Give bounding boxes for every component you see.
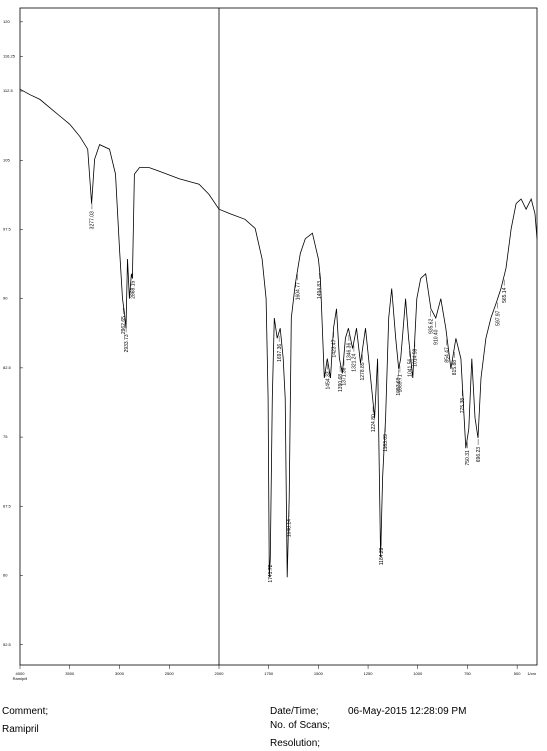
peak-label: 1089.71 bbox=[398, 374, 404, 392]
spectrum-line bbox=[19, 88, 538, 578]
x-tick-label: 1250 bbox=[364, 671, 374, 676]
x-tick-label: 750 bbox=[464, 671, 471, 676]
peak-label: 1163.09 bbox=[383, 434, 389, 452]
x-tick-label: 1750 bbox=[264, 671, 274, 676]
peak-label: 1604.77 bbox=[295, 282, 301, 300]
peak-label: 1278.85 bbox=[360, 362, 366, 380]
sample-label: Ramipril bbox=[13, 676, 28, 681]
peak-label: 935.62 bbox=[428, 318, 434, 334]
y-tick-label: 97.5 bbox=[3, 227, 12, 232]
plot-frame bbox=[19, 7, 538, 666]
peak-label: 1648.14 bbox=[287, 519, 293, 537]
x-tick-label: 1500 bbox=[314, 671, 324, 676]
peak-label: 1014.59 bbox=[413, 349, 419, 367]
y-tick-label: 67.5 bbox=[3, 503, 12, 508]
peak-label: 2868.15 bbox=[130, 281, 136, 299]
x-tick-label: 2500 bbox=[165, 671, 175, 676]
peak-label: 1390.68 bbox=[338, 374, 344, 392]
peak-label: 1741.72 bbox=[268, 564, 274, 582]
x-unit: 1/cm bbox=[527, 671, 536, 676]
comment: Ramipril bbox=[2, 724, 39, 735]
peak-label: 1184.29 bbox=[379, 547, 385, 565]
peak-label: 565.14 bbox=[502, 287, 508, 303]
y-tick-label: 90 bbox=[3, 296, 8, 301]
peak-label: 1346.36 bbox=[347, 343, 353, 361]
peak-label: 1423.47 bbox=[331, 339, 337, 357]
x-tick-label: 500 bbox=[514, 671, 521, 676]
y-tick-label: 120 bbox=[3, 19, 10, 24]
y-tick-label: 116.25 bbox=[3, 54, 16, 59]
peak-label: 750.31 bbox=[465, 450, 471, 466]
datetime: 06-May-2015 12:28:09 PM bbox=[348, 706, 467, 717]
peak-label: 910.40 bbox=[433, 329, 439, 345]
y-tick-label: 82.5 bbox=[3, 365, 12, 370]
resolution-label: Resolution; bbox=[270, 738, 321, 749]
y-tick-label: 75 bbox=[3, 434, 8, 439]
peak-label: 3277.03 bbox=[90, 211, 96, 229]
peak-label: 1494.83 bbox=[317, 281, 323, 299]
y-tick-label: 52.5 bbox=[3, 642, 12, 647]
y-tick-label: 60 bbox=[3, 573, 8, 578]
peak-label: 696.23 bbox=[476, 447, 482, 463]
scans-label: No. of Scans; bbox=[270, 720, 331, 731]
y-tick-label: 112.5 bbox=[3, 88, 13, 93]
peak-label: 1224.80 bbox=[371, 414, 377, 432]
peak-label: 1454.33 bbox=[325, 371, 331, 389]
x-tick-label: 4000 bbox=[16, 671, 26, 676]
x-tick-label: 3000 bbox=[115, 671, 125, 676]
peak-label: 815.88 bbox=[452, 360, 458, 376]
y-tick-label: 105 bbox=[3, 157, 10, 162]
datetime-label: Date/Time; bbox=[270, 706, 319, 717]
x-tick-label: 2000 bbox=[215, 671, 225, 676]
x-tick-label: 1000 bbox=[413, 671, 423, 676]
peak-label: 775.38 bbox=[460, 398, 466, 414]
peak-label: 2962.65 bbox=[121, 316, 127, 334]
peak-label: 1097.60 bbox=[396, 377, 402, 395]
peak-label: 1041.56 bbox=[407, 359, 413, 377]
peak-label: 1371.36 bbox=[342, 367, 348, 385]
peak-label: 1697.36 bbox=[277, 344, 283, 362]
peak-label: 2933.73 bbox=[124, 334, 130, 352]
x-tick-label: 3500 bbox=[65, 671, 75, 676]
peak-label: 1321.24 bbox=[352, 353, 358, 371]
peak-label: 854.47 bbox=[444, 347, 450, 363]
peak-label: 597.97 bbox=[495, 310, 501, 326]
comment-label: Comment; bbox=[2, 706, 49, 717]
chart: 52.5 60 67.5 75 82.5 90 97.5 105 112.5 116.25 120 4… bbox=[3, 7, 538, 681]
